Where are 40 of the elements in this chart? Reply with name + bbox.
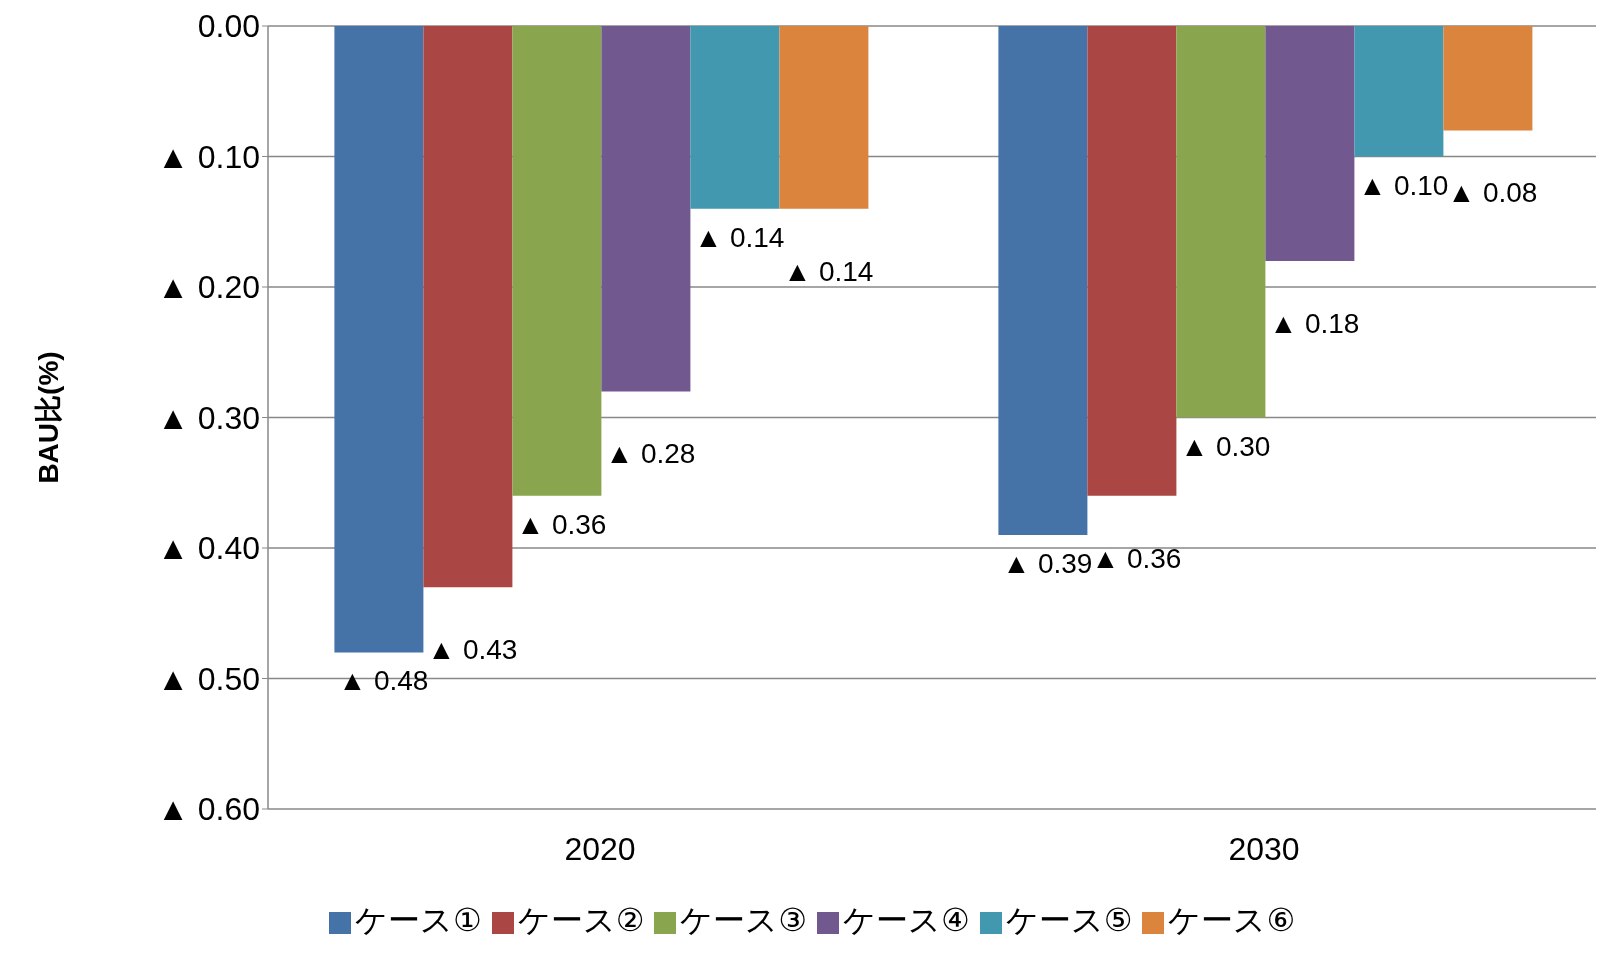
bar: [690, 26, 780, 209]
bar: [1176, 26, 1266, 418]
data-label: ▲ 0.48: [338, 665, 429, 697]
legend-label: ケース⑥: [1168, 902, 1296, 938]
x-tick-label: 2020: [564, 830, 636, 867]
y-tick-label: ▲ 0.60: [157, 791, 260, 828]
y-tick-label: ▲ 0.20: [157, 269, 260, 306]
y-tick-label: 0.00: [197, 8, 260, 45]
data-label: ▲ 0.39: [1002, 547, 1093, 579]
bar: [1443, 26, 1533, 131]
legend-label: ケース①: [354, 902, 482, 938]
y-tick-label: ▲ 0.30: [157, 399, 260, 436]
data-label: ▲ 0.36: [1091, 542, 1182, 574]
data-label: ▲ 0.14: [783, 255, 874, 287]
data-label: ▲ 0.36: [516, 508, 607, 540]
bar: [1087, 26, 1177, 496]
y-tick-label: ▲ 0.50: [157, 660, 260, 697]
data-label: ▲ 0.08: [1447, 177, 1538, 209]
data-label: ▲ 0.30: [1180, 430, 1271, 462]
bar: [334, 26, 424, 653]
bar: [423, 26, 513, 588]
bar: [601, 26, 691, 392]
legend-label: ケース②: [517, 902, 645, 938]
data-label: ▲ 0.18: [1269, 307, 1360, 339]
bar: [779, 26, 869, 209]
y-tick-label: ▲ 0.40: [157, 530, 260, 567]
y-tick-label: ▲ 0.10: [157, 138, 260, 175]
data-label: ▲ 0.28: [605, 438, 696, 470]
bar: [1354, 26, 1444, 157]
legend-label: ケース③: [680, 902, 807, 938]
data-label: ▲ 0.10: [1358, 169, 1449, 201]
legend-label: ケース④: [843, 902, 970, 938]
x-tick-label: 2030: [1228, 830, 1300, 867]
y-axis-title: BAU比(%): [32, 351, 64, 484]
legend-label: ケース⑤: [1005, 902, 1133, 938]
data-label: ▲ 0.14: [694, 221, 785, 253]
bar: [998, 26, 1088, 535]
data-label: ▲ 0.43: [427, 634, 518, 666]
bar: [1265, 26, 1355, 261]
bar: [512, 26, 602, 496]
